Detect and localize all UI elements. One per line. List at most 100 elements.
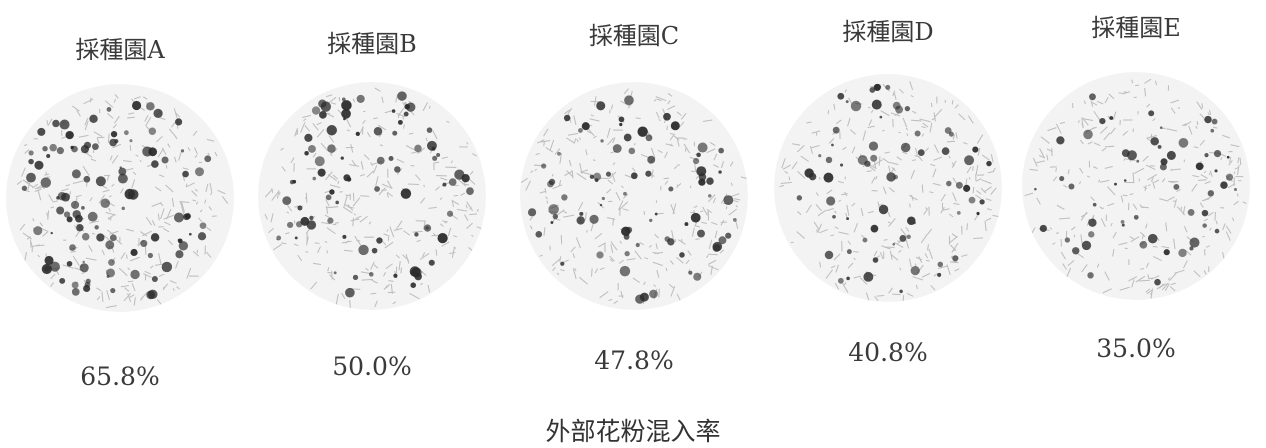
texture-stroke xyxy=(1170,168,1173,172)
texture-stroke xyxy=(120,252,126,260)
texture-stroke xyxy=(985,198,992,202)
texture-stroke xyxy=(529,225,533,230)
texture-stroke xyxy=(1084,100,1086,105)
texture-stroke xyxy=(1130,236,1140,243)
texture-stroke xyxy=(592,159,596,162)
texture-stroke xyxy=(214,151,218,157)
texture-stroke xyxy=(334,221,340,224)
texture-stroke xyxy=(1146,289,1153,295)
texture-stroke xyxy=(706,148,716,154)
stain-patch xyxy=(327,144,336,153)
texture-stroke xyxy=(1076,252,1084,259)
texture-stroke xyxy=(1067,260,1075,267)
texture-stroke xyxy=(624,174,633,179)
texture-stroke xyxy=(847,240,852,245)
contamination-rate-label: 47.8% xyxy=(594,346,674,375)
texture-stroke xyxy=(359,173,365,177)
texture-stroke xyxy=(366,170,374,178)
texture-stroke xyxy=(345,117,352,128)
texture-stroke xyxy=(845,212,848,218)
texture-stroke xyxy=(1046,154,1049,161)
stain-patch xyxy=(1087,272,1094,279)
stain-patch xyxy=(1211,118,1218,125)
texture-stroke xyxy=(127,280,134,283)
texture-stroke xyxy=(423,184,426,188)
stain-patch xyxy=(972,146,979,153)
texture-stroke xyxy=(34,188,42,192)
stain-patch xyxy=(358,244,369,256)
texture-stroke xyxy=(566,170,574,178)
stain-patch xyxy=(589,174,595,179)
stain-patch xyxy=(1089,93,1096,101)
stain-patch xyxy=(612,144,622,153)
stain-patch xyxy=(624,250,630,257)
texture-stroke xyxy=(398,261,401,271)
texture-stroke xyxy=(1215,220,1218,225)
texture-stroke xyxy=(114,115,120,124)
texture-stroke xyxy=(458,179,467,187)
texture-stroke xyxy=(453,234,458,238)
texture-stroke xyxy=(65,184,71,187)
texture-stroke xyxy=(594,232,603,240)
stain-patch xyxy=(33,226,43,236)
stain-patch xyxy=(312,176,317,181)
texture-stroke xyxy=(586,230,588,233)
texture-stroke xyxy=(985,217,992,222)
texture-stroke xyxy=(1102,288,1113,294)
texture-stroke xyxy=(880,110,890,117)
texture-stroke xyxy=(929,191,934,194)
texture-stroke xyxy=(912,159,917,161)
texture-stroke xyxy=(1231,217,1235,222)
texture-stroke xyxy=(656,98,662,102)
orchard-panel-a: 採種園A 65.8% xyxy=(0,0,240,400)
texture-stroke xyxy=(273,243,283,251)
micrograph-svg xyxy=(1022,72,1250,300)
texture-stroke xyxy=(297,254,303,262)
texture-stroke xyxy=(585,149,588,156)
texture-stroke xyxy=(154,186,162,192)
stain-patch xyxy=(333,271,337,275)
texture-stroke xyxy=(691,227,695,237)
texture-stroke xyxy=(643,281,646,286)
texture-stroke xyxy=(657,149,663,154)
stain-patch xyxy=(1187,209,1195,216)
texture-stroke xyxy=(1100,218,1106,228)
texture-stroke xyxy=(573,138,577,144)
stain-patch xyxy=(837,92,845,100)
texture-stroke xyxy=(876,295,885,297)
texture-stroke xyxy=(677,183,682,187)
texture-stroke xyxy=(954,268,960,272)
texture-stroke xyxy=(124,287,130,292)
texture-stroke xyxy=(352,98,356,103)
texture-stroke xyxy=(594,268,599,274)
texture-stroke xyxy=(906,133,909,137)
texture-stroke xyxy=(862,130,867,141)
texture-stroke xyxy=(834,210,837,214)
texture-stroke xyxy=(37,254,41,258)
texture-stroke xyxy=(72,180,84,185)
stain-patch xyxy=(177,238,182,243)
texture-stroke xyxy=(327,174,338,182)
texture-stroke xyxy=(909,194,918,201)
texture-stroke xyxy=(558,179,562,186)
texture-stroke xyxy=(1049,227,1053,230)
texture-stroke xyxy=(377,124,387,131)
texture-stroke xyxy=(654,233,659,239)
texture-stroke xyxy=(975,194,982,200)
texture-stroke xyxy=(122,160,132,163)
stain-patch xyxy=(341,97,346,102)
texture-stroke xyxy=(937,265,949,269)
texture-stroke xyxy=(1090,196,1095,202)
stain-patch xyxy=(66,216,73,223)
stain-patch xyxy=(282,196,292,206)
texture-stroke xyxy=(317,246,321,254)
texture-stroke xyxy=(1159,198,1169,202)
texture-stroke xyxy=(1118,242,1128,246)
stain-patch xyxy=(1159,163,1167,171)
texture-stroke xyxy=(728,208,737,216)
texture-stroke xyxy=(622,208,629,211)
stain-patch xyxy=(289,179,295,185)
texture-stroke xyxy=(26,236,31,240)
texture-stroke xyxy=(549,139,555,151)
texture-stroke xyxy=(192,199,197,202)
